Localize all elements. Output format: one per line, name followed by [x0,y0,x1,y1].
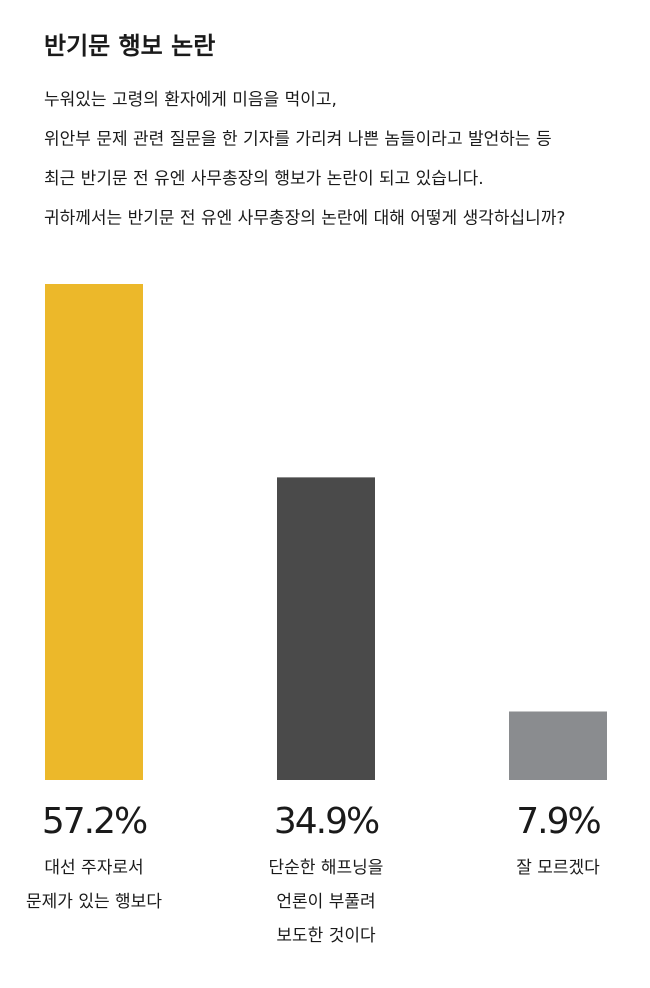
subtitle-line: 귀하께서는 반기문 전 유엔 사무총장의 논란에 대해 어떻게 생각하십니까? [44,209,565,229]
category-label: 단순한 해프닝을 [269,858,384,878]
bar [509,711,607,780]
category-label: 언론이 부풀려 [276,892,375,912]
bar [277,477,375,780]
subtitle-line: 위안부 문제 관련 질문을 한 기자를 가리켜 나쁜 놈들이라고 발언하는 등 [44,130,552,150]
chart-title: 반기문 행보 논란 [44,32,215,60]
category-label: 보도한 것이다 [276,926,376,946]
subtitle-line: 누워있는 고령의 환자에게 미음을 먹이고, [44,90,337,110]
category-label: 문제가 있는 행보다 [26,892,162,912]
category-label: 잘 모르겠다 [516,858,600,878]
bar [45,284,143,780]
value-label: 57.2% [42,801,147,842]
category-label: 대선 주자로서 [44,858,143,878]
value-label: 34.9% [274,801,379,842]
value-label: 7.9% [516,801,600,842]
subtitle-line: 최근 반기문 전 유엔 사무총장의 행보가 논란이 되고 있습니다. [44,169,484,189]
